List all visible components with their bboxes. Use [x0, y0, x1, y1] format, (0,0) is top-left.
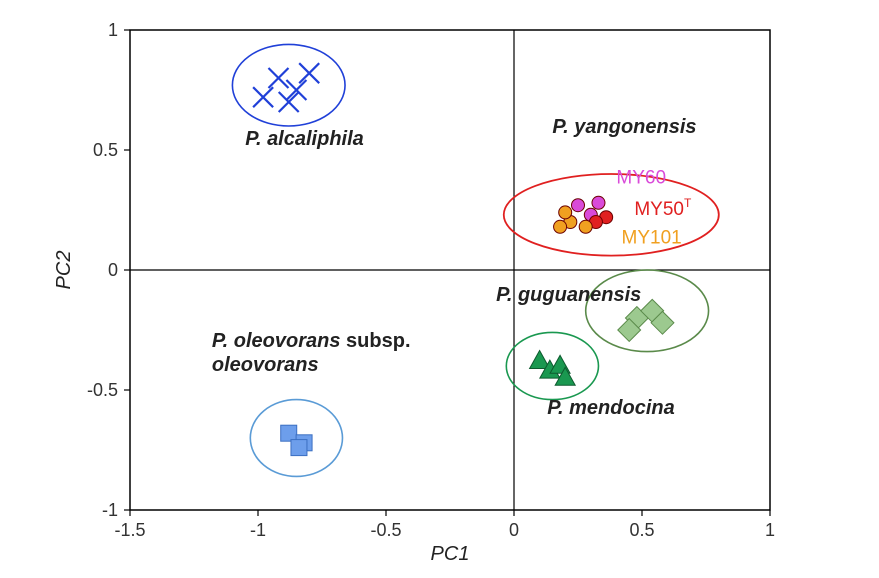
point-circle [579, 220, 592, 233]
strain-label: MY60 [616, 168, 666, 189]
strain-label: MY50T [634, 196, 692, 220]
x-tick-label: 0 [509, 520, 519, 540]
x-tick-label: -1.5 [114, 520, 145, 540]
y-tick-label: -0.5 [87, 380, 118, 400]
x-tick-label: -0.5 [370, 520, 401, 540]
species-label: P. guguanensis [496, 284, 641, 306]
species-label: P. oleovorans subsp. [212, 330, 411, 352]
x-tick-label: 0.5 [629, 520, 654, 540]
group-alcaliphila: P. alcaliphila [232, 44, 363, 150]
group-guguanensis: P. guguanensis [496, 270, 708, 352]
species-label: P. alcaliphila [245, 128, 364, 150]
x-axis-label: PC1 [431, 543, 470, 565]
x-tick-label: 1 [765, 520, 775, 540]
group-yangonensis: P. yangonensis MY60 MY50T MY101 [504, 116, 719, 255]
group-mendocina: P. mendocina [506, 332, 674, 419]
point-circle [559, 206, 572, 219]
point-square [281, 425, 297, 441]
strain-label: MY101 [622, 228, 682, 249]
y-tick-label: 0 [108, 260, 118, 280]
species-label: P. mendocina [547, 397, 674, 419]
group-oleovorans: P. oleovorans subsp.oleovorans [212, 330, 411, 477]
point-circle [554, 220, 567, 233]
y-tick-label: -1 [102, 500, 118, 520]
point-circle [572, 199, 585, 212]
y-tick-label: 1 [108, 20, 118, 40]
point-square [291, 440, 307, 456]
species-label: oleovorans [212, 354, 319, 376]
cluster-ellipse [232, 44, 345, 126]
point-circle [592, 196, 605, 209]
y-axis-label: PC2 [53, 251, 75, 290]
species-label: P. yangonensis [552, 116, 696, 138]
chart-svg: -1.5-1-0.500.51-1-0.500.51PC1PC2P. alcal… [0, 0, 879, 578]
pca-scatter-chart: -1.5-1-0.500.51-1-0.500.51PC1PC2P. alcal… [0, 0, 879, 578]
y-tick-label: 0.5 [93, 140, 118, 160]
x-tick-label: -1 [250, 520, 266, 540]
